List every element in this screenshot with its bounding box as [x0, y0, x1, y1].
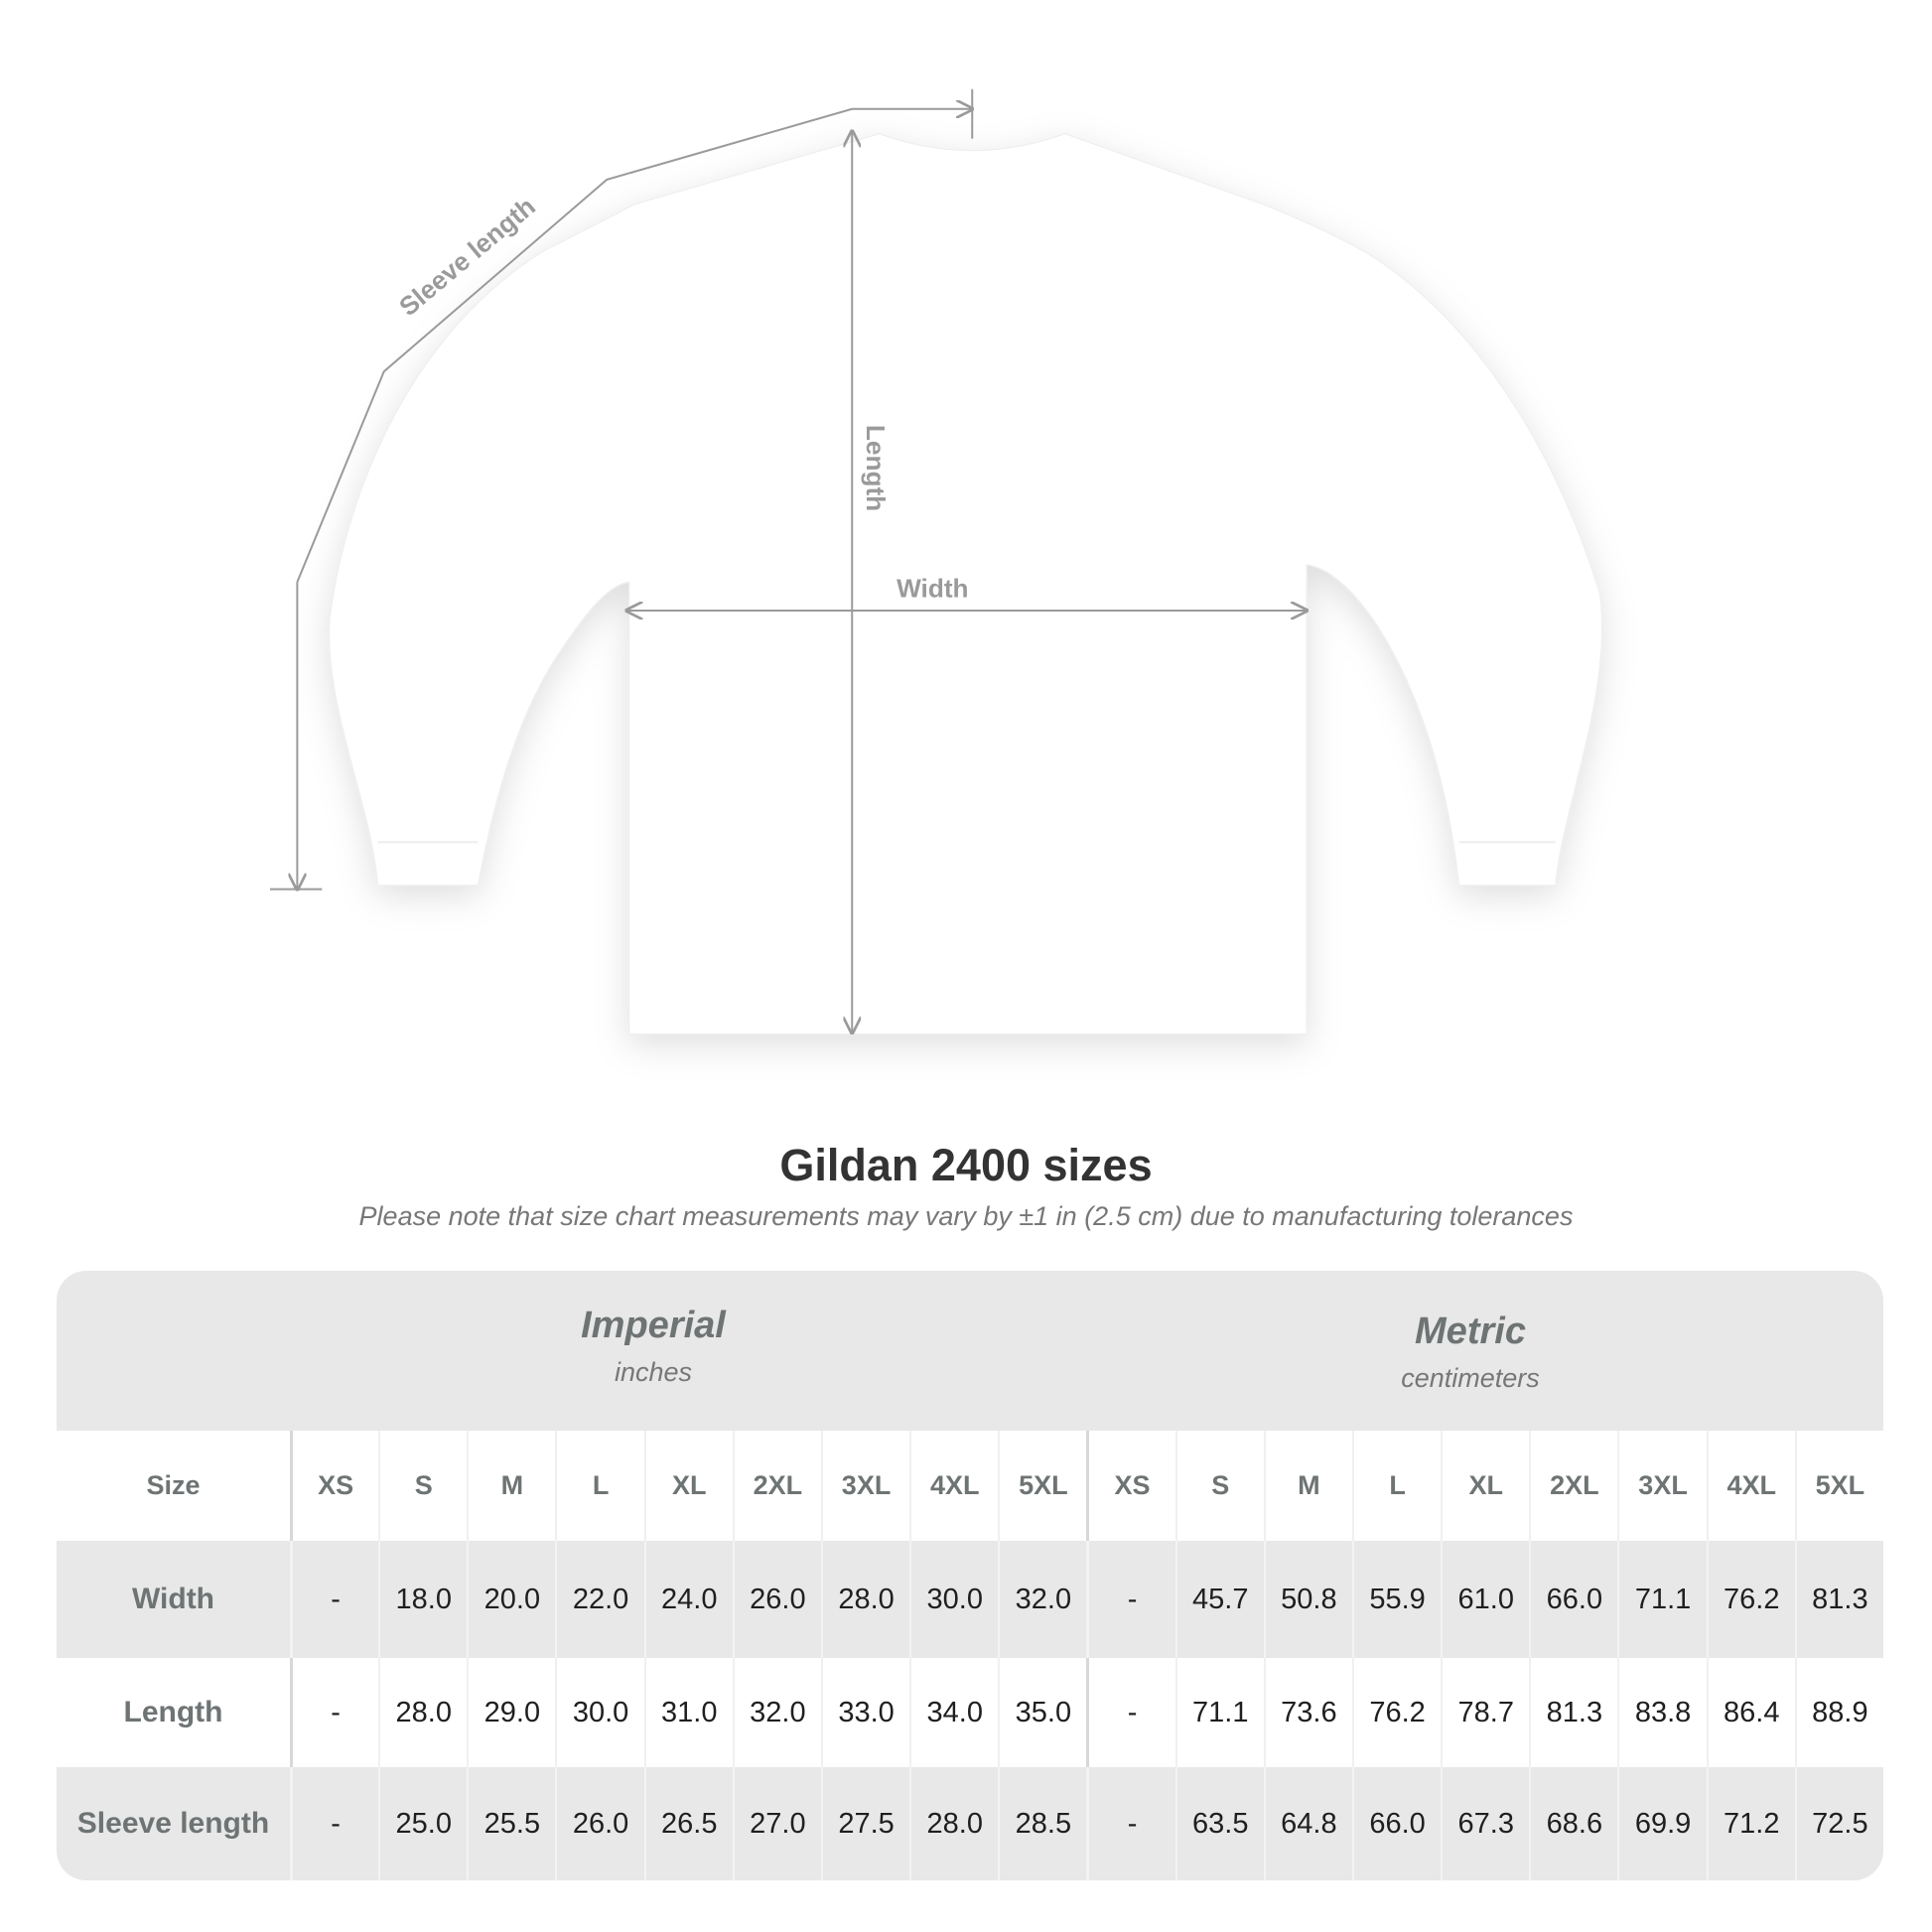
size-header-cell: 5XL	[1794, 1431, 1883, 1541]
size-header-cell: 5XL	[998, 1431, 1086, 1541]
table-row: Width -18.0 20.0 22.0 24.0 26.0 28.0 30.0 32.0-4…	[57, 1541, 1883, 1658]
value-cell: -	[290, 1767, 378, 1880]
value-cell: 26.0	[732, 1541, 821, 1658]
value-cell: 29.0	[467, 1658, 555, 1767]
size-header-cell: 4XL	[1706, 1431, 1795, 1541]
value-cell: 50.8	[1263, 1541, 1352, 1658]
row-label: Length	[123, 1696, 223, 1728]
value-cell: 76.2	[1351, 1658, 1441, 1767]
metric-unit: centimeters	[1401, 1363, 1540, 1393]
value-cell: 72.5	[1794, 1767, 1883, 1880]
table-header: Imperial inches Metric centimeters	[57, 1271, 1883, 1431]
size-header-cell: 2XL	[732, 1431, 821, 1541]
value-cell: 28.0	[378, 1658, 467, 1767]
value-cell: 27.0	[732, 1767, 821, 1880]
row-label: Sleeve length	[76, 1807, 270, 1840]
value-cell: 18.0	[378, 1541, 467, 1658]
value-cell: -	[1086, 1541, 1174, 1658]
value-cell: 32.0	[998, 1541, 1086, 1658]
value-cell: 35.0	[998, 1658, 1086, 1767]
value-cell: 81.3	[1529, 1658, 1617, 1767]
size-header-cell: M	[467, 1431, 555, 1541]
imperial-group: Imperial inches	[355, 1305, 951, 1388]
value-cell: 25.5	[467, 1767, 555, 1880]
value-cell: -	[1086, 1767, 1174, 1880]
value-cell: 66.0	[1529, 1541, 1617, 1658]
size-row-label: Size	[146, 1470, 201, 1500]
size-header-cell: 4XL	[909, 1431, 998, 1541]
size-header-cell: XS	[1086, 1431, 1174, 1541]
value-cell: 67.3	[1441, 1767, 1529, 1880]
length-label: Length	[861, 425, 891, 511]
table-row: Sleeve length -25.0 25.5 26.0 26.5 27.0 27.5 28…	[57, 1767, 1883, 1880]
value-cell: 78.7	[1441, 1658, 1529, 1767]
value-cell: 28.5	[998, 1767, 1086, 1880]
metric-group: Metric centimeters	[1173, 1311, 1768, 1394]
value-cell: 31.0	[643, 1658, 733, 1767]
value-cell: 34.0	[909, 1658, 998, 1767]
size-header-cell: 2XL	[1529, 1431, 1617, 1541]
value-cell: 64.8	[1263, 1767, 1352, 1880]
value-cell: 71.1	[1174, 1658, 1264, 1767]
table-row: Length -28.0 29.0 30.0 31.0 32.0 33.0 34.0 35.0-…	[57, 1658, 1883, 1767]
size-table: Imperial inches Metric centimeters Size X…	[57, 1271, 1883, 1880]
measurement-lines	[269, 88, 1307, 1034]
size-header-cell: XL	[1441, 1431, 1529, 1541]
value-cell: 30.0	[909, 1541, 998, 1658]
imperial-title: Imperial	[581, 1305, 726, 1346]
value-cell: 71.1	[1617, 1541, 1706, 1658]
size-header-cell: M	[1263, 1431, 1352, 1541]
value-cell: 33.0	[820, 1658, 909, 1767]
metric-title: Metric	[1415, 1311, 1526, 1352]
sleeve-length-line	[296, 109, 972, 583]
value-cell: 71.2	[1706, 1767, 1795, 1880]
value-cell: 63.5	[1174, 1767, 1264, 1880]
tolerance-note: Please note that size chart measurements…	[358, 1201, 1574, 1231]
width-label: Width	[897, 573, 968, 603]
value-cell: 88.9	[1794, 1658, 1883, 1767]
value-cell: 66.0	[1351, 1767, 1441, 1880]
value-cell: 24.0	[643, 1541, 733, 1658]
value-cell: 22.0	[555, 1541, 643, 1658]
value-cell: 30.0	[555, 1658, 643, 1767]
size-header-cell: XS	[290, 1431, 378, 1541]
value-cell: -	[290, 1541, 378, 1658]
value-cell: 81.3	[1794, 1541, 1883, 1658]
value-cell: 83.8	[1617, 1658, 1706, 1767]
size-header-cell: S	[378, 1431, 467, 1541]
value-cell: 25.0	[378, 1767, 467, 1880]
value-cell: 28.0	[909, 1767, 998, 1880]
value-cell: 73.6	[1263, 1658, 1352, 1767]
row-label: Width	[131, 1583, 215, 1615]
size-header-cell: XL	[643, 1431, 733, 1541]
size-header-cell: L	[555, 1431, 643, 1541]
value-cell: 32.0	[732, 1658, 821, 1767]
value-cell: 26.0	[555, 1767, 643, 1880]
value-cell: -	[1086, 1658, 1174, 1767]
value-cell: 45.7	[1174, 1541, 1264, 1658]
page-title: Gildan 2400 sizes	[779, 1140, 1153, 1190]
value-cell: 55.9	[1351, 1541, 1441, 1658]
value-cell: 86.4	[1706, 1658, 1795, 1767]
size-header-cell: 3XL	[1617, 1431, 1706, 1541]
value-cell: -	[290, 1658, 378, 1767]
value-cell: 69.9	[1617, 1767, 1706, 1880]
value-cell: 20.0	[467, 1541, 555, 1658]
value-cell: 26.5	[643, 1767, 733, 1880]
value-cell: 68.6	[1529, 1767, 1617, 1880]
value-cell: 61.0	[1441, 1541, 1529, 1658]
size-row: Size XS S M L XL 2XL 3XL 4XL 5XL XS S M L XL 2XL 3XL 4XL 5…	[57, 1431, 1883, 1541]
long-sleeve-shirt	[328, 133, 1603, 1035]
size-header-cell: L	[1351, 1431, 1441, 1541]
imperial-unit: inches	[614, 1357, 693, 1387]
value-cell: 76.2	[1706, 1541, 1795, 1658]
value-cell: 27.5	[820, 1767, 909, 1880]
size-header-cell: S	[1174, 1431, 1264, 1541]
value-cell: 28.0	[820, 1541, 909, 1658]
size-header-cell: 3XL	[820, 1431, 909, 1541]
